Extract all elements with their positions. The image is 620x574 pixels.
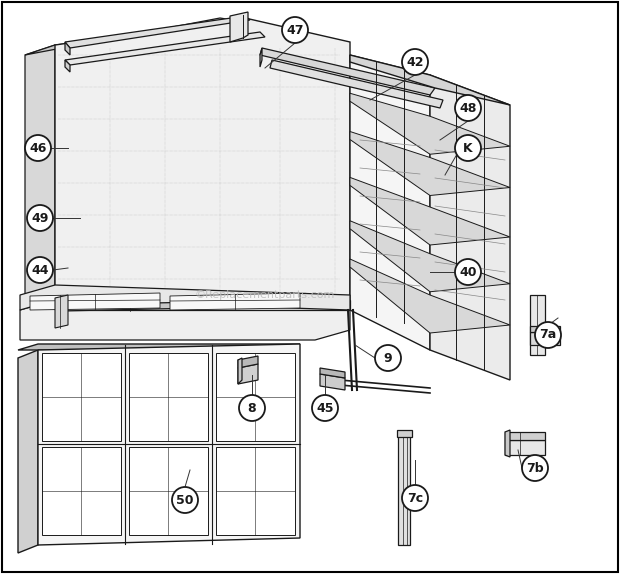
Polygon shape xyxy=(350,93,510,154)
Circle shape xyxy=(402,49,428,75)
Text: 42: 42 xyxy=(406,56,423,68)
Polygon shape xyxy=(60,302,200,311)
Text: 45: 45 xyxy=(316,401,334,414)
Polygon shape xyxy=(350,221,510,292)
Circle shape xyxy=(375,345,401,371)
Text: 7a: 7a xyxy=(539,328,557,342)
Text: 7b: 7b xyxy=(526,461,544,475)
Circle shape xyxy=(282,17,308,43)
Polygon shape xyxy=(55,300,350,310)
Circle shape xyxy=(402,485,428,511)
Polygon shape xyxy=(30,293,160,310)
Polygon shape xyxy=(38,344,300,545)
Circle shape xyxy=(27,257,53,283)
Polygon shape xyxy=(55,18,350,305)
Circle shape xyxy=(27,205,53,231)
Text: 50: 50 xyxy=(176,494,193,506)
Polygon shape xyxy=(238,358,242,384)
Circle shape xyxy=(172,487,198,513)
Polygon shape xyxy=(238,356,258,368)
Text: 8: 8 xyxy=(247,401,256,414)
Polygon shape xyxy=(25,18,245,55)
Polygon shape xyxy=(430,75,510,380)
Polygon shape xyxy=(170,293,300,310)
Polygon shape xyxy=(260,48,262,67)
Bar xyxy=(129,447,208,535)
Polygon shape xyxy=(505,430,510,457)
Polygon shape xyxy=(270,60,443,108)
Polygon shape xyxy=(505,440,545,455)
Polygon shape xyxy=(320,374,345,390)
Bar xyxy=(216,447,295,535)
Circle shape xyxy=(312,395,338,421)
Polygon shape xyxy=(530,332,560,345)
Text: 47: 47 xyxy=(286,24,304,37)
Circle shape xyxy=(455,95,481,121)
Text: K: K xyxy=(463,142,473,154)
Polygon shape xyxy=(65,42,70,55)
Polygon shape xyxy=(55,295,68,328)
Text: 9: 9 xyxy=(384,351,392,364)
Polygon shape xyxy=(65,32,265,65)
Polygon shape xyxy=(260,48,435,95)
Bar xyxy=(42,447,121,535)
Polygon shape xyxy=(398,435,410,545)
Polygon shape xyxy=(505,432,545,440)
Bar xyxy=(42,353,121,441)
Polygon shape xyxy=(350,177,510,245)
Text: 46: 46 xyxy=(29,142,46,154)
Polygon shape xyxy=(350,55,430,350)
Bar xyxy=(129,353,208,441)
Polygon shape xyxy=(350,131,510,196)
Polygon shape xyxy=(25,45,55,305)
Circle shape xyxy=(455,259,481,285)
Bar xyxy=(216,353,295,441)
Polygon shape xyxy=(230,12,248,42)
Polygon shape xyxy=(350,55,510,105)
Text: 44: 44 xyxy=(31,263,49,277)
Circle shape xyxy=(522,455,548,481)
Polygon shape xyxy=(238,364,258,384)
Polygon shape xyxy=(320,368,345,378)
Polygon shape xyxy=(65,16,250,48)
Polygon shape xyxy=(530,326,560,332)
Text: ©Replacementparts.com: ©Replacementparts.com xyxy=(195,290,335,300)
Polygon shape xyxy=(397,430,412,437)
Polygon shape xyxy=(20,300,350,340)
Polygon shape xyxy=(18,350,38,553)
Circle shape xyxy=(455,135,481,161)
Text: 49: 49 xyxy=(32,211,49,224)
Polygon shape xyxy=(18,344,300,350)
Polygon shape xyxy=(350,259,510,333)
Polygon shape xyxy=(65,60,70,72)
Text: 48: 48 xyxy=(459,102,477,114)
Text: 40: 40 xyxy=(459,266,477,278)
Polygon shape xyxy=(530,295,545,355)
Circle shape xyxy=(239,395,265,421)
Text: 7c: 7c xyxy=(407,491,423,505)
Circle shape xyxy=(535,322,561,348)
Circle shape xyxy=(25,135,51,161)
Polygon shape xyxy=(20,285,350,310)
